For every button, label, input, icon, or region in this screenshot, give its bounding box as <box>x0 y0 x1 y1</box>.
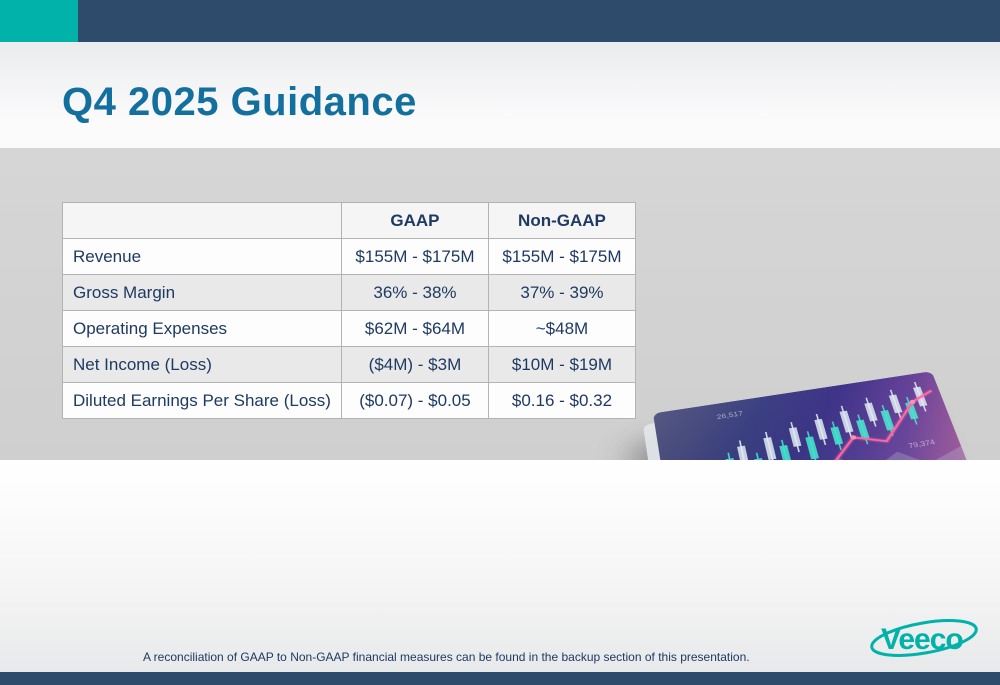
gaap-value: ($4M) - $3M <box>340 346 489 383</box>
veeco-logo-text: Veeco <box>881 623 963 656</box>
chart-tick-label: 26,517 <box>716 410 744 421</box>
page-title: Q4 2025 Guidance <box>62 80 417 124</box>
title-band: Q4 2025 Guidance <box>0 42 1000 148</box>
gaap-value: 36% - 38% <box>340 274 489 311</box>
lower-area <box>0 460 1000 672</box>
gaap-value: ($0.07) - $0.05 <box>340 382 489 419</box>
nongaap-value: 37% - 39% <box>487 274 636 311</box>
row-label: Net Income (Loss) <box>62 346 342 383</box>
nongaap-value: $155M - $175M <box>487 238 636 275</box>
bottom-bar <box>0 672 1000 685</box>
content-band: GAAP Non-GAAP Revenue $155M - $175M $155… <box>0 148 1000 568</box>
row-label: Diluted Earnings Per Share (Loss) <box>62 382 342 419</box>
table-header-row: GAAP Non-GAAP <box>62 202 636 239</box>
nongaap-value: $10M - $19M <box>487 346 636 383</box>
table-row: Revenue $155M - $175M $155M - $175M <box>62 238 636 275</box>
column-header-empty <box>62 202 342 239</box>
top-bar <box>0 0 1000 44</box>
table-row: Diluted Earnings Per Share (Loss) ($0.07… <box>62 382 636 419</box>
column-header-nongaap: Non-GAAP <box>487 202 636 239</box>
row-label: Operating Expenses <box>62 310 342 347</box>
row-label: Gross Margin <box>62 274 342 311</box>
veeco-logo: Veeco <box>864 606 984 664</box>
footnote: A reconciliation of GAAP to Non-GAAP fin… <box>143 650 750 664</box>
teal-accent-block <box>0 0 78 44</box>
nongaap-value: ~$48M <box>487 310 636 347</box>
chart-tick-label: 79,374 <box>907 438 936 450</box>
gaap-value: $155M - $175M <box>340 238 489 275</box>
nongaap-value: $0.16 - $0.32 <box>487 382 636 419</box>
row-label: Revenue <box>62 238 342 275</box>
column-header-gaap: GAAP <box>340 202 489 239</box>
table-row: Operating Expenses $62M - $64M ~$48M <box>62 310 636 347</box>
guidance-table: GAAP Non-GAAP Revenue $155M - $175M $155… <box>62 202 636 419</box>
gaap-value: $62M - $64M <box>340 310 489 347</box>
table-row: Gross Margin 36% - 38% 37% - 39% <box>62 274 636 311</box>
table-row: Net Income (Loss) ($4M) - $3M $10M - $19… <box>62 346 636 383</box>
